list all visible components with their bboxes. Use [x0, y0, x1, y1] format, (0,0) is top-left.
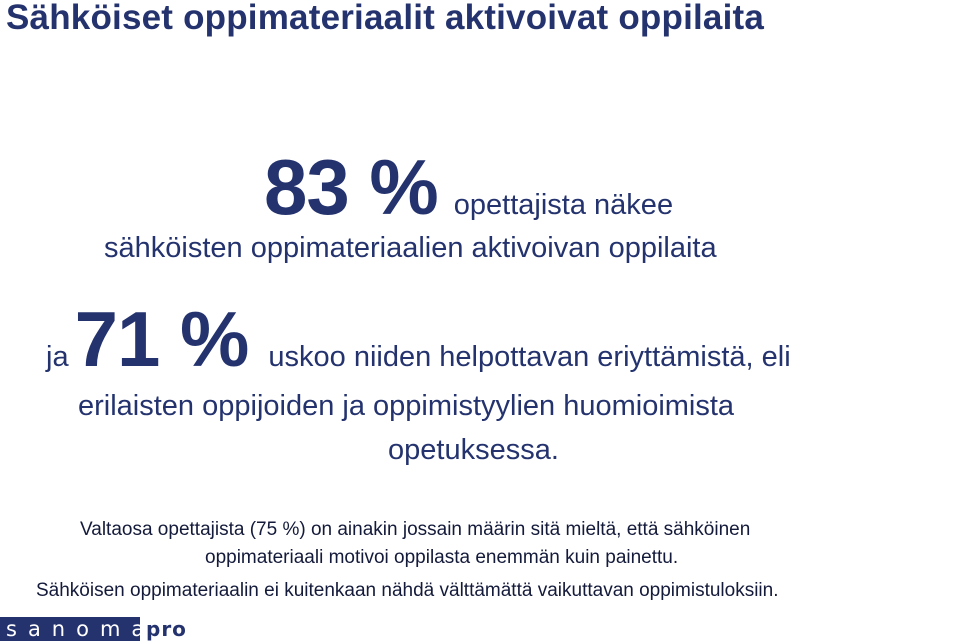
note-line1: Valtaosa opettajista (75 %) on ainakin j…	[80, 519, 751, 540]
stat-83-row: 83 % opettajista näkee	[264, 142, 673, 233]
sanoma-pro-logo: sanoma pro	[0, 617, 187, 641]
note-line2: oppimateriaali motivoi oppilasta enemmän…	[205, 547, 679, 568]
stat-83-text-line2: sähköisten oppimateriaalien aktivoivan o…	[104, 232, 717, 264]
slide-title: Sähköiset oppimateriaalit aktivoivat opp…	[6, 0, 765, 37]
stat-71-text-line2: erilaisten oppijoiden ja oppimistyylien …	[78, 390, 735, 422]
stat-71-text-line1: uskoo niiden helpottavan eriyttämistä, e…	[268, 341, 791, 373]
logo-pro: pro	[146, 617, 187, 641]
stat-71-row: ja 71 % uskoo niiden helpottavan eriyttä…	[46, 294, 791, 385]
stat-83-text-line1: opettajista näkee	[453, 189, 674, 221]
stat-71-value: 71 %	[74, 295, 250, 383]
logo-sanoma: sanoma	[0, 617, 144, 641]
stat-83-value: 83 %	[264, 143, 439, 231]
note-line3: Sähköisen oppimateriaalin ei kuitenkaan …	[36, 580, 779, 601]
stat-71-text-line3: opetuksessa.	[388, 434, 559, 466]
stat-71-prefix: ja	[46, 341, 69, 373]
